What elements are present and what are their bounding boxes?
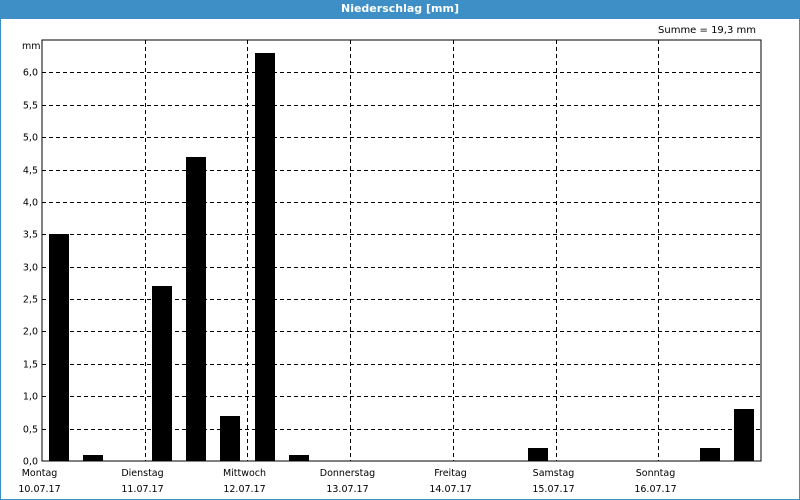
y-tick-label: 5,0 <box>23 133 38 144</box>
bar <box>289 455 309 461</box>
y-tick-label: 1,5 <box>23 360 38 371</box>
sum-label: Summe = 19,3 mm <box>658 25 756 36</box>
y-tick-label: 4,0 <box>23 198 38 209</box>
x-tick-day: Donnerstag <box>320 468 375 479</box>
x-tick-date: 13.07.17 <box>326 484 368 495</box>
bar <box>186 157 206 461</box>
y-tick-label: 2,5 <box>23 295 38 306</box>
x-tick-date: 16.07.17 <box>634 484 676 495</box>
x-tick-day: Montag <box>22 468 58 479</box>
bar <box>528 448 548 461</box>
x-tick-day: Mittwoch <box>223 468 266 479</box>
y-tick-label: 0,5 <box>23 425 38 436</box>
x-tick-date: 10.07.17 <box>18 484 60 495</box>
bar <box>152 286 172 461</box>
bar <box>49 234 69 461</box>
y-tick-label: 6,0 <box>23 68 38 79</box>
y-tick-label: 5,5 <box>23 101 38 112</box>
y-tick-label: 4,5 <box>23 166 38 177</box>
y-axis-label: mm <box>22 41 41 52</box>
bar <box>220 416 240 461</box>
y-tick-label: 2,0 <box>23 327 38 338</box>
bar <box>255 53 275 461</box>
plot-area <box>41 39 762 462</box>
x-tick-day: Dienstag <box>121 468 163 479</box>
bar <box>734 409 754 461</box>
y-tick-label: 3,0 <box>23 263 38 274</box>
y-tick-label: 1,0 <box>23 392 38 403</box>
y-tick-label: 0,0 <box>23 457 38 468</box>
x-tick-date: 11.07.17 <box>121 484 163 495</box>
chart-title: Niederschlag [mm] <box>0 0 800 19</box>
bar <box>700 448 720 461</box>
y-tick-label: 3,5 <box>23 230 38 241</box>
bar <box>83 455 103 461</box>
x-tick-day: Samstag <box>533 468 575 479</box>
x-tick-date: 12.07.17 <box>223 484 265 495</box>
x-tick-day: Sonntag <box>636 468 675 479</box>
x-tick-date: 15.07.17 <box>532 484 574 495</box>
x-tick-date: 14.07.17 <box>429 484 471 495</box>
x-tick-day: Freitag <box>434 468 467 479</box>
